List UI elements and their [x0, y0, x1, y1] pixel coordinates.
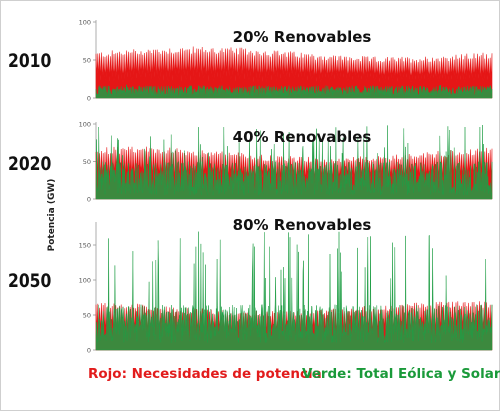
y-tick-label: 0 — [87, 347, 91, 355]
series-renewables — [95, 231, 493, 351]
y-tick-label: 150 — [79, 242, 91, 250]
panel-title: 40% Renovables — [233, 128, 372, 146]
series-demand — [95, 46, 493, 99]
y-tick-label: 0 — [87, 95, 91, 103]
year-label-2010: 2010 — [8, 50, 52, 72]
panel-title: 20% Renovables — [233, 28, 372, 46]
year-label-2020: 2020 — [8, 153, 52, 175]
y-tick-label: 50 — [83, 312, 91, 320]
y-tick-label: 100 — [79, 121, 91, 129]
series-renewables — [95, 84, 493, 99]
panel-title: 80% Renovables — [233, 216, 372, 234]
legend-red: Rojo: Necesidades de potencia — [88, 366, 322, 382]
legend-green: Verde: Total Eólica y Solar — [302, 366, 500, 382]
y-tick-label: 100 — [79, 277, 91, 285]
y-tick-label: 50 — [83, 57, 91, 65]
series-renewables — [95, 124, 493, 200]
y-tick-label: 50 — [83, 158, 91, 166]
year-label-2050: 2050 — [8, 270, 52, 292]
y-tick-label: 0 — [87, 196, 91, 204]
y-tick-label: 100 — [79, 19, 91, 27]
